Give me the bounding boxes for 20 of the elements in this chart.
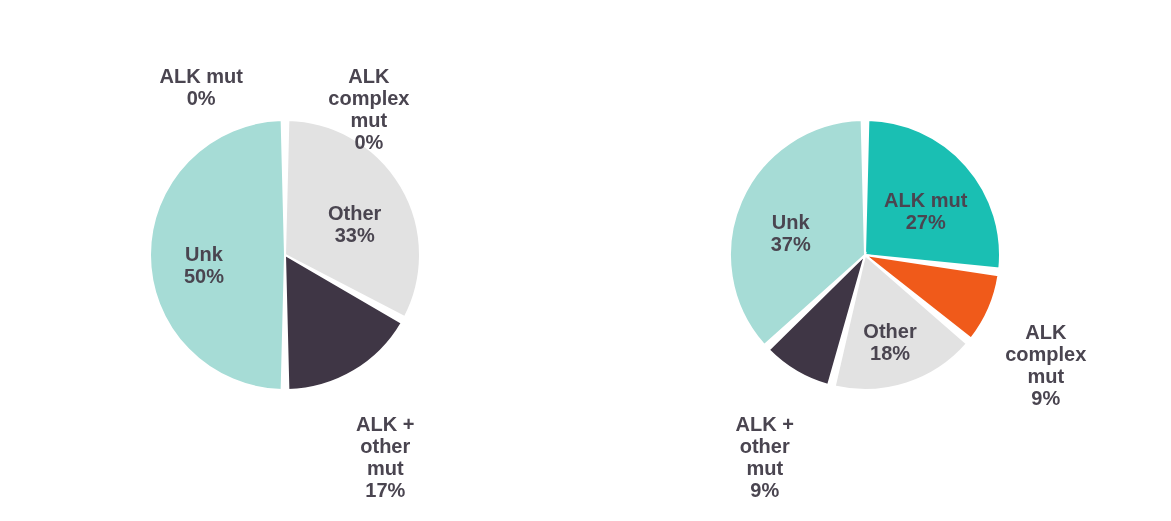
data-label: 37% — [770, 232, 811, 255]
slice-label: ALK + other mut — [735, 412, 794, 479]
data-label: 9% — [750, 478, 780, 501]
text: 0% — [186, 86, 216, 109]
data-label: 33% — [334, 223, 375, 246]
slice-label: Unk — [771, 210, 811, 233]
slice-label: Unk — [185, 243, 224, 265]
slice-label: Other — [863, 320, 917, 343]
data-label: 27% — [905, 211, 946, 234]
slice-label: Other — [328, 201, 382, 224]
category-label: ALK complex mut — [328, 64, 410, 131]
slice-label: ALK + other mut — [356, 412, 415, 479]
data-label: 18% — [870, 342, 911, 365]
slice-label: ALK complex mut — [1005, 321, 1087, 388]
data-label: 17% — [365, 478, 406, 501]
data-label: 50% — [183, 265, 225, 287]
category-label: ALK mut — [159, 64, 243, 87]
slice-label: ALK mut — [884, 189, 968, 212]
text: 0% — [354, 130, 384, 153]
data-label: 9% — [1031, 387, 1061, 410]
